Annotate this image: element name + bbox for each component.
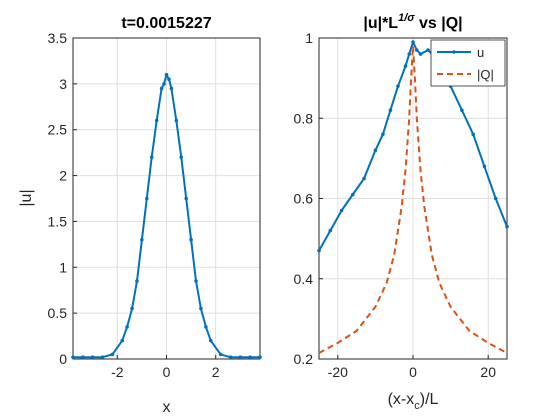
y-tick-label: 0.4 bbox=[294, 271, 314, 287]
data-point bbox=[162, 82, 166, 86]
data-point bbox=[373, 148, 378, 153]
series-line-q bbox=[318, 45, 508, 354]
chart-left-xticks: -2 0 2 bbox=[111, 355, 220, 380]
data-point bbox=[149, 155, 154, 160]
y-tick-label: 3.5 bbox=[48, 30, 68, 46]
data-point bbox=[362, 176, 366, 181]
chart-left-xlabel: x bbox=[163, 399, 171, 416]
chart-right: -20 0 20 0.2 0.4 0.6 0.8 1 |u|*L1/σ vs |Q| (x-… bbox=[294, 12, 509, 412]
data-point bbox=[258, 355, 262, 359]
x-tick-label: 0 bbox=[163, 364, 171, 380]
data-point bbox=[351, 192, 355, 197]
data-point bbox=[199, 306, 203, 311]
data-point bbox=[81, 355, 85, 359]
data-point bbox=[194, 279, 198, 283]
data-point bbox=[164, 72, 169, 77]
data-point bbox=[426, 48, 430, 52]
data-point bbox=[145, 196, 149, 201]
data-point bbox=[90, 355, 95, 359]
data-point bbox=[317, 248, 321, 253]
data-point bbox=[120, 338, 125, 343]
data-point bbox=[159, 86, 164, 91]
data-point bbox=[179, 155, 184, 160]
x-tick-label: -2 bbox=[111, 364, 124, 380]
legend-label-q: |Q| bbox=[477, 67, 494, 82]
data-point bbox=[130, 306, 134, 311]
x-tick-label: 2 bbox=[212, 364, 220, 380]
data-point bbox=[414, 48, 419, 52]
y-tick-label: 0.5 bbox=[48, 305, 68, 321]
legend-label-u: u bbox=[477, 45, 484, 60]
data-point bbox=[418, 52, 423, 56]
data-point bbox=[460, 108, 464, 113]
data-point bbox=[381, 132, 385, 137]
data-point bbox=[339, 208, 344, 213]
chart-right-xlabel-sub: c bbox=[414, 400, 420, 412]
y-tick-label: 3 bbox=[59, 76, 67, 92]
chart-left: -2 0 2 0 0.5 1 1.5 2 2.5 3 3.5 t=0.0015227 x |u| bbox=[18, 15, 262, 416]
y-tick-label: 0.8 bbox=[294, 110, 314, 126]
x-tick-label: 20 bbox=[480, 364, 496, 380]
y-tick-label: 1 bbox=[59, 259, 67, 275]
data-point bbox=[110, 352, 115, 357]
legend-marker-u bbox=[452, 50, 456, 54]
x-tick-label: -20 bbox=[328, 364, 348, 380]
data-point bbox=[396, 84, 400, 88]
data-point bbox=[238, 355, 243, 359]
legend-box bbox=[430, 39, 506, 87]
data-point bbox=[208, 338, 213, 343]
chart-right-legend: u |Q| bbox=[430, 39, 506, 87]
data-point bbox=[471, 132, 475, 137]
chart-right-title-tail: vs |Q| bbox=[415, 15, 463, 32]
data-point bbox=[154, 118, 159, 123]
y-tick-label: 2 bbox=[59, 168, 67, 184]
data-point bbox=[218, 352, 223, 357]
chart-left-series bbox=[71, 72, 262, 359]
data-point bbox=[328, 228, 333, 233]
data-point bbox=[169, 86, 174, 91]
chart-right-xlabel-main: (x-x bbox=[388, 391, 415, 408]
data-point bbox=[407, 52, 412, 56]
data-point bbox=[228, 355, 233, 359]
chart-right-title-main: |u|*L bbox=[363, 15, 398, 32]
chart-right-yticks: 0.2 0.4 0.6 0.8 1 bbox=[294, 30, 323, 367]
data-point bbox=[505, 224, 509, 229]
chart-right-xticks: -20 0 20 bbox=[328, 355, 496, 380]
x-tick-label: 0 bbox=[409, 364, 417, 380]
data-point bbox=[174, 118, 179, 123]
data-point bbox=[204, 325, 208, 329]
data-point bbox=[184, 196, 188, 201]
y-tick-label: 0.2 bbox=[294, 351, 314, 367]
y-tick-label: 0 bbox=[59, 351, 67, 367]
chart-right-title-sup: 1/σ bbox=[398, 12, 415, 24]
y-tick-label: 1.5 bbox=[48, 213, 68, 229]
data-point bbox=[411, 40, 415, 44]
data-point bbox=[100, 355, 105, 359]
chart-right-xlabel: (x-xc)/L bbox=[388, 391, 439, 412]
data-point bbox=[135, 279, 139, 283]
y-tick-label: 0.6 bbox=[294, 191, 314, 207]
data-point bbox=[493, 196, 498, 201]
chart-right-xlabel-tail: )/L bbox=[420, 391, 439, 408]
data-point bbox=[71, 355, 75, 359]
data-point bbox=[140, 237, 144, 242]
data-point bbox=[388, 108, 393, 113]
chart-left-title: t=0.0015227 bbox=[121, 15, 211, 32]
data-point bbox=[167, 77, 171, 82]
data-point bbox=[125, 325, 129, 329]
data-point bbox=[482, 164, 487, 169]
data-point bbox=[403, 64, 408, 68]
data-point bbox=[189, 237, 193, 242]
chart-right-title: |u|*L1/σ vs |Q| bbox=[363, 12, 462, 32]
y-tick-label: 1 bbox=[305, 30, 313, 46]
chart-left-ylabel: |u| bbox=[18, 189, 35, 206]
y-tick-label: 2.5 bbox=[48, 122, 68, 138]
chart-left-yticks: 0 0.5 1 1.5 2 2.5 3 3.5 bbox=[48, 30, 77, 367]
data-point bbox=[248, 355, 252, 359]
